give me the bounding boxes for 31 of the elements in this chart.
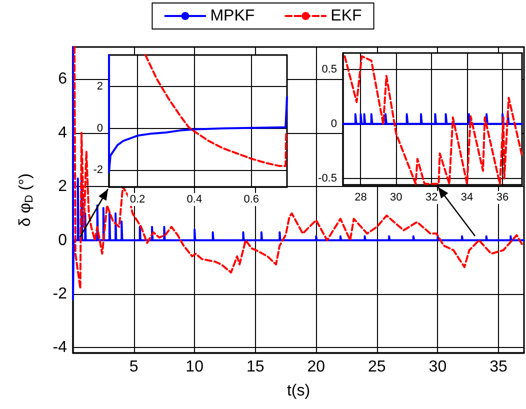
x-tick-label: 32 bbox=[425, 192, 438, 204]
x-tick-label: 0.2 bbox=[130, 194, 146, 206]
x-tick-label: 10 bbox=[186, 358, 204, 376]
x-tick-label: 0.6 bbox=[244, 194, 260, 206]
y-tick-label: 0 bbox=[330, 118, 337, 130]
x-tick-label: 36 bbox=[496, 192, 509, 204]
y-tick-label: 0.5 bbox=[322, 63, 337, 76]
x-tick-label: 30 bbox=[428, 358, 447, 376]
y-tick-label: -4 bbox=[52, 339, 68, 356]
x-tick-label: 5 bbox=[129, 358, 138, 376]
y-tick-label: 4 bbox=[58, 124, 68, 142]
x-tick-label: 15 bbox=[246, 358, 264, 376]
x-tick-label: 30 bbox=[390, 192, 402, 204]
legend-label: MPKF bbox=[210, 8, 255, 24]
x-tick-label: 0.4 bbox=[186, 194, 202, 206]
x-tick-label: 35 bbox=[490, 358, 508, 376]
y-tick-label: -2 bbox=[93, 164, 103, 176]
x-tick-label: 20 bbox=[307, 358, 326, 376]
y-tick-label: 2 bbox=[58, 178, 68, 196]
x-axis-title: t(s) bbox=[286, 382, 310, 400]
y-tick-label: 2 bbox=[96, 80, 103, 92]
x-tick-label: 28 bbox=[354, 192, 367, 204]
y-tick-label: 0 bbox=[96, 122, 103, 134]
legend-label: EKF bbox=[330, 8, 362, 24]
x-tick-label: 25 bbox=[368, 358, 386, 376]
y-tick-label: -0.5 bbox=[318, 172, 337, 184]
x-tick-label: 34 bbox=[460, 192, 474, 204]
y-tick-label: 6 bbox=[58, 70, 68, 88]
y-axis-title: δ φD (°) bbox=[17, 173, 36, 227]
y-tick-label: -2 bbox=[52, 285, 68, 302]
y-tick-label: 0 bbox=[58, 232, 68, 249]
